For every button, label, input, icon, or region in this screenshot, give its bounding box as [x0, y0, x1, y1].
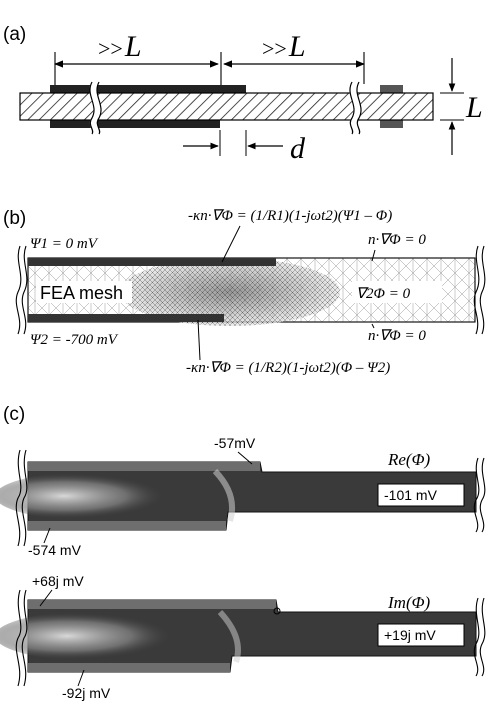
- top-electrode-right: [380, 85, 403, 93]
- im-corner-marker: [273, 607, 281, 615]
- panel-c-label: (c): [3, 404, 25, 425]
- re-break-right-b: [479, 457, 486, 533]
- top-boundary-condition: -κn·∇Φ = (1/R1)(1-jωt2)(Ψ1 – Φ): [188, 208, 392, 224]
- neumann-bottom-leader: [371, 323, 375, 329]
- bottom-bc-leader: [197, 319, 201, 361]
- re-plot: -57mV -574 mV Re(Φ) -101 mV: [0, 435, 486, 558]
- break-mark-right-b: [356, 81, 362, 135]
- im-plot: +68j mV -92j mV Im(Φ) +19j mV: [0, 573, 486, 701]
- break-mark-right-gap: [349, 80, 361, 137]
- im-top-value: +68j mV: [32, 573, 84, 589]
- laplace-label: ∇2Φ = 0: [356, 286, 411, 302]
- panel-b-label: (b): [3, 208, 26, 229]
- im-glow: [0, 609, 235, 663]
- re-top-leader: [237, 451, 253, 465]
- laplace-label-bg: [352, 281, 442, 303]
- re-break-left-a: [15, 449, 22, 547]
- im-break-right-b: [479, 597, 486, 677]
- re-bottom-value: -574 mV: [28, 542, 82, 558]
- im-break-left-b: [21, 589, 28, 687]
- im-front: [217, 609, 241, 663]
- re-bottom-electrode: [28, 521, 226, 530]
- im-bottom-value: -92j mV: [62, 685, 111, 701]
- break-mark-left-a: [89, 81, 95, 135]
- electrode-psi2: [28, 314, 224, 322]
- im-top-electrode: [28, 600, 276, 609]
- bottom-electrode-right: [380, 120, 403, 128]
- electrode-psi1: [28, 258, 276, 266]
- re-break-right-a: [473, 457, 480, 533]
- re-top-value: -57mV: [214, 435, 256, 451]
- dim-left-label: >>L: [98, 30, 142, 63]
- b-break-left-a: [15, 245, 22, 335]
- mesh-dense-shade: [120, 258, 340, 326]
- neumann-bottom-label: n·∇Φ = 0: [368, 328, 426, 344]
- b-break-right-a: [473, 245, 480, 335]
- im-top-leader: [39, 589, 53, 607]
- gap-label: d: [290, 132, 306, 165]
- bottom-boundary-condition: -κn·∇Φ = (1/R2)(1-jωt2)(Φ – Ψ2): [186, 360, 390, 376]
- re-front: [212, 468, 236, 522]
- top-bc-leader: [221, 225, 241, 263]
- hatched-body: [19, 92, 434, 121]
- panel-a-label: (a): [3, 24, 26, 45]
- re-title: Re(Φ): [387, 450, 431, 469]
- panel-a: (a) >>L >>L L: [3, 24, 483, 165]
- break-mark-left-b: [96, 81, 102, 135]
- psi1-label: Ψ1 = 0 mV: [30, 236, 99, 252]
- re-right-value-box: [377, 483, 465, 507]
- re-break-left-b: [21, 449, 28, 547]
- im-bottom-leader: [77, 669, 85, 687]
- re-top-electrode: [28, 462, 260, 471]
- neumann-top-leader: [371, 249, 376, 262]
- im-title: Im(Φ): [387, 593, 431, 612]
- im-bottom-electrode: [28, 663, 230, 672]
- b-break-left-b: [21, 245, 28, 335]
- panel-c: (c) -57mV -574 mV Re(Φ) -101 mV: [0, 404, 486, 701]
- mesh-label-bg: [36, 281, 132, 303]
- im-break-left-a: [15, 589, 22, 687]
- re-glow: [0, 470, 225, 522]
- re-right-value: -101 mV: [384, 487, 438, 503]
- b-break-right-b: [479, 245, 486, 335]
- dim-right-label: >>L: [262, 30, 306, 63]
- psi2-label: Ψ2 = -700 mV: [30, 332, 119, 348]
- mesh-label: FEA mesh: [40, 283, 123, 303]
- break-mark-left-gap: [89, 80, 101, 137]
- im-break-right-a: [473, 597, 480, 677]
- im-right-value-box: [377, 623, 465, 647]
- bottom-electrode: [50, 120, 220, 128]
- top-electrode: [50, 85, 246, 93]
- neumann-top-label: n·∇Φ = 0: [368, 232, 426, 248]
- panel-b: (b) FEA mesh Ψ1 = 0 mV Ψ2 = -700 mV -κn·…: [3, 208, 486, 376]
- im-right-value: +19j mV: [384, 627, 436, 643]
- break-mark-right-a: [349, 81, 355, 135]
- re-bottom-leader: [43, 527, 51, 544]
- thickness-label: L: [465, 91, 483, 124]
